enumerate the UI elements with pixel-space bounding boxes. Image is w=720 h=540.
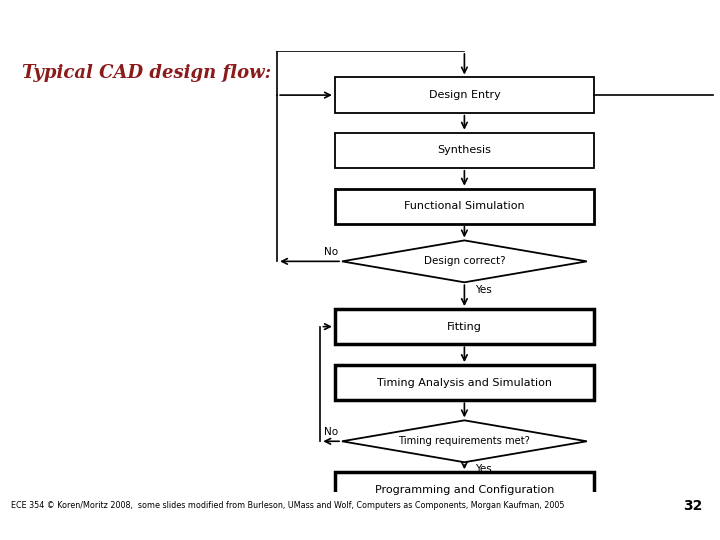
- Text: ECE 354 © Koren/Moritz 2008,  some slides modified from Burleson, UMass and Wolf: ECE 354 © Koren/Moritz 2008, some slides…: [11, 501, 564, 510]
- Text: Typical CAD design flow:: Typical CAD design flow:: [22, 64, 271, 82]
- Text: 32: 32: [683, 498, 702, 512]
- Text: Yes: Yes: [475, 464, 492, 475]
- Bar: [335, 77, 594, 113]
- Text: UMassAmherst: UMassAmherst: [11, 14, 235, 39]
- Text: Yes: Yes: [475, 285, 492, 294]
- Text: Functional Simulation: Functional Simulation: [404, 201, 525, 211]
- Text: Fitting: Fitting: [447, 322, 482, 332]
- Polygon shape: [342, 420, 587, 462]
- Text: No: No: [324, 427, 338, 437]
- Bar: [335, 188, 594, 224]
- Bar: [335, 365, 594, 400]
- Text: No: No: [324, 247, 338, 257]
- Text: Programming and Configuration: Programming and Configuration: [374, 485, 554, 495]
- Text: Design correct?: Design correct?: [423, 256, 505, 266]
- Text: Timing requirements met?: Timing requirements met?: [398, 436, 531, 446]
- Bar: [335, 472, 594, 508]
- Text: Timing Analysis and Simulation: Timing Analysis and Simulation: [377, 377, 552, 388]
- Text: Design Entry: Design Entry: [428, 90, 500, 100]
- Bar: [335, 309, 594, 345]
- Bar: [335, 133, 594, 168]
- Polygon shape: [342, 240, 587, 282]
- Text: Synthesis: Synthesis: [438, 145, 491, 155]
